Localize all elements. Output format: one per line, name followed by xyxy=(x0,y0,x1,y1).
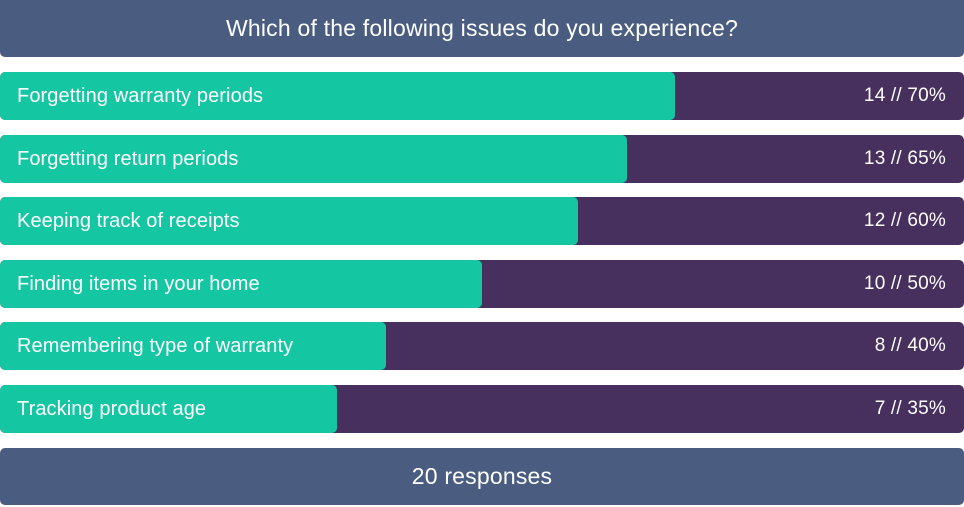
bar-value-label: 10 // 50% xyxy=(863,273,946,294)
bar-label: Tracking product age xyxy=(17,398,207,420)
bar-fill xyxy=(0,72,675,120)
bar-row: Remembering type of warranty 8 // 40% xyxy=(0,322,964,370)
bar-row: Forgetting return periods 13 // 65% xyxy=(0,135,964,183)
responses-footer: 20 responses xyxy=(0,448,964,505)
bar-label: Finding items in your home xyxy=(17,273,260,295)
bar-label: Keeping track of receipts xyxy=(17,210,240,232)
bar-fill xyxy=(0,322,386,370)
bar-value-label: 13 // 65% xyxy=(863,148,946,169)
bar-value-label: 12 // 60% xyxy=(863,210,946,231)
bar-fill xyxy=(0,197,578,245)
bar-value-label: 14 // 70% xyxy=(863,85,946,106)
bar-label: Remembering type of warranty xyxy=(17,335,294,357)
bar-row: Tracking product age 7 // 35% xyxy=(0,385,964,433)
bar-fill xyxy=(0,260,482,308)
bar-label: Forgetting warranty periods xyxy=(17,85,264,107)
chart-title: Which of the following issues do you exp… xyxy=(0,0,964,57)
bar-fill xyxy=(0,135,627,183)
bar-row: Forgetting warranty periods 14 // 70% xyxy=(0,72,964,120)
bar-row: Keeping track of receipts 12 // 60% xyxy=(0,197,964,245)
bar-row: Finding items in your home 10 // 50% xyxy=(0,260,964,308)
bar-fill xyxy=(0,385,337,433)
bar-value-label: 8 // 40% xyxy=(874,335,946,356)
bar-value-label: 7 // 35% xyxy=(874,398,946,419)
bar-label: Forgetting return periods xyxy=(17,148,239,170)
